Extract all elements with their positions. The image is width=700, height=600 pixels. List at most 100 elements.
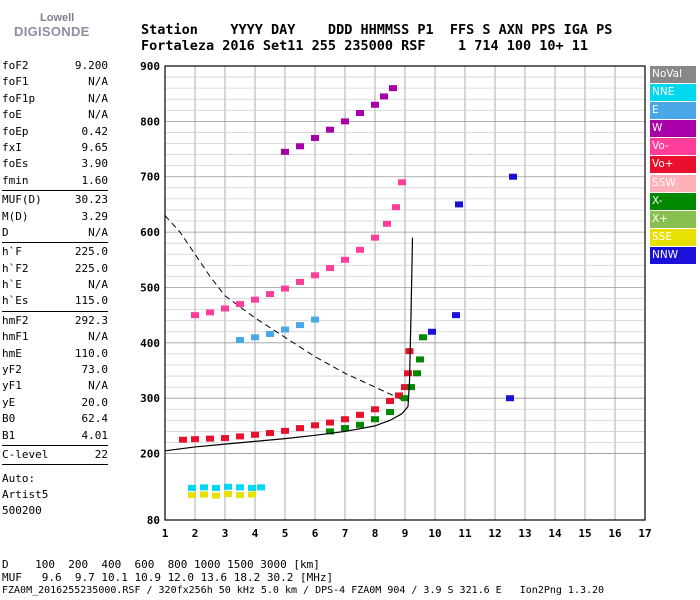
param-value: 3.29 [81,209,109,223]
param-name: yF2 [2,363,22,377]
param-value: 4.01 [81,428,109,442]
param-value: N/A [88,91,108,105]
data-point-vo [281,427,289,434]
data-point-vo [311,422,319,429]
x-tick-label: 8 [372,527,379,540]
data-point-vo [179,436,187,443]
data-point-nne [212,484,220,491]
param-row: h`E N/A [2,277,108,293]
data-point-e [266,330,274,337]
x-tick-label: 6 [312,527,319,540]
param-name: fmin [2,173,29,187]
param-row: hmF2 292.3 [2,313,108,329]
data-point-x [326,428,334,435]
param-row: foF1p N/A [2,91,108,107]
legend-item: X+ [650,210,696,228]
distance-row: D 100 200 400 600 800 1000 1500 3000 [km… [2,558,320,571]
param-row: foF2 9.200 [2,58,108,74]
data-point-nnw [452,312,460,319]
param-value: 22 [94,447,108,461]
param-row: h`F2 225.0 [2,261,108,277]
data-point-vo [341,256,349,263]
param-value: 1.60 [81,173,109,187]
data-point-x [341,425,349,432]
data-point-vo [191,312,199,319]
data-point-w [296,143,304,150]
param-name: foE [2,108,22,122]
data-point-vo [206,435,214,442]
param-name: B0 [2,412,16,426]
param-name: hmE [2,346,22,360]
param-row: B1 4.01 [2,428,108,444]
param-name: yF1 [2,379,22,393]
param-name: foEs [2,157,29,171]
param-divider [2,242,108,244]
data-point-vo [356,411,364,418]
data-point-vo [191,436,199,443]
data-point-x [419,334,427,341]
data-point-vo [401,384,409,391]
param-row: hmE 110.0 [2,346,108,362]
data-point-nne [248,484,256,491]
param-row: MUF(D) 30.23 [2,192,108,208]
data-point-sse [224,490,232,497]
param-value: 9.65 [81,140,109,154]
x-tick-label: 12 [488,527,501,540]
param-value: 115.0 [74,294,108,308]
x-tick-label: 7 [342,527,349,540]
param-name: M(D) [2,209,29,223]
data-point-nnw [455,201,463,208]
param-value: 110.0 [74,346,108,360]
param-row: h`F 225.0 [2,244,108,260]
data-point-vo [405,348,414,355]
data-point-vo [392,204,400,211]
param-divider [2,444,108,446]
param-row: hmF1 N/A [2,329,108,345]
y-tick-label: 900 [140,60,160,73]
data-point-vo [221,435,229,442]
data-point-nnw [506,395,514,402]
data-point-vo [398,179,406,186]
data-point-e [251,334,259,341]
param-name: D [2,225,9,239]
param-value: 62.4 [81,412,109,426]
data-point-vo [341,416,349,423]
param-name: yE [2,395,16,409]
x-tick-label: 17 [638,527,651,540]
legend: NoVal NNE E W Vo- Vo+ SSW X- X+ SSE NNW [650,66,696,265]
param-value: 9.200 [74,59,108,72]
data-point-e [311,316,319,323]
data-point-nne [224,483,232,490]
data-point-x [356,421,364,428]
data-point-sse [188,492,196,499]
header-row-values: Fortaleza 2016 Set11 255 235000 RSF 1 71… [141,38,589,54]
data-point-sse [212,492,220,499]
param-name: h`F2 [2,261,29,275]
param-value: N/A [88,225,108,239]
x-tick-label: 11 [458,527,472,540]
param-value: 225.0 [74,261,108,275]
data-point-nne [236,484,244,491]
data-point-vo [356,246,364,253]
param-row: foEs 3.90 [2,156,108,172]
density-profile-dashed [164,215,406,402]
param-row: foE N/A [2,107,108,123]
data-point-x [386,409,394,416]
data-point-vo [236,433,244,440]
x-tick-label: 3 [222,527,229,540]
parameter-panel: foF2 9.200 foF1 N/A foF1p N/A foE N/A foEp 0.42 fx… [2,58,108,519]
legend-item: NNW [650,246,696,264]
param-value: 30.23 [74,193,108,207]
param-row: yF1 N/A [2,378,108,394]
autoscaling-version: 500200 [2,504,42,518]
data-point-w [371,101,379,108]
data-point-vo [296,278,304,285]
data-point-nnw [428,328,436,335]
data-point-vo [311,272,319,279]
density-profile-solid [164,237,414,452]
param-name: foEp [2,124,29,138]
y-tick-label: 400 [140,337,160,350]
data-point-vo [326,265,334,272]
x-tick-label: 15 [578,527,591,540]
data-point-vo [395,392,403,399]
